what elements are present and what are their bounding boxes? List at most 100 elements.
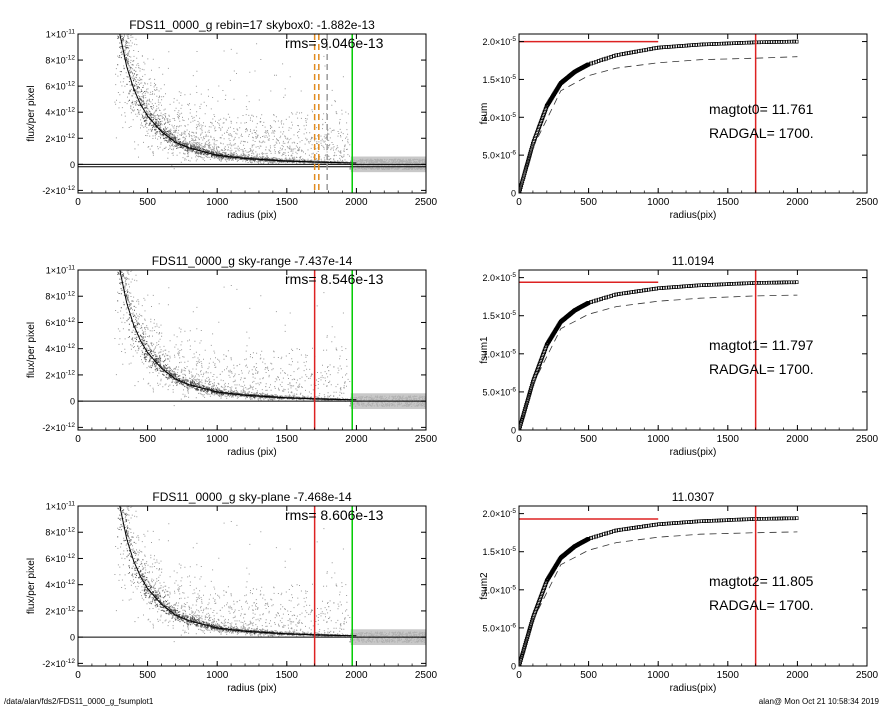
y-axis-label: fsum bbox=[479, 103, 490, 125]
x-tick-label: 2500 bbox=[415, 670, 438, 681]
y-tick-label: 0 bbox=[511, 426, 516, 436]
x-tick-label: 2500 bbox=[856, 434, 879, 445]
chart-title: FDS11_0000_g rebin=17 skybox0: -1.882e-1… bbox=[129, 18, 375, 32]
x-tick-label: 2500 bbox=[856, 670, 879, 681]
radgal-label: RADGAL= 1700. bbox=[709, 597, 814, 613]
x-axis-label: radius(pix) bbox=[670, 683, 717, 694]
chart-title: 11.0307 bbox=[672, 490, 715, 504]
plot-frame bbox=[518, 505, 868, 667]
x-tick-label: 1000 bbox=[206, 434, 229, 445]
y-tick-label: 4×10-12 bbox=[45, 343, 75, 354]
y-tick-label: 2×10-12 bbox=[45, 369, 75, 380]
x-tick-label: 0 bbox=[75, 197, 81, 208]
y-tick-label: 8×10-12 bbox=[45, 527, 75, 538]
scatter-points bbox=[114, 270, 426, 407]
y-axis-label: flux/per pixel bbox=[26, 558, 37, 614]
y-tick-label: -2×10-12 bbox=[42, 422, 75, 433]
plot-area bbox=[78, 506, 426, 666]
y-tick-label: 1×10-11 bbox=[46, 265, 76, 276]
x-axis-label: radius(pix) bbox=[670, 210, 717, 221]
rms-annotation: rms= 8.546e-13 bbox=[285, 271, 384, 287]
x-tick-label: 1500 bbox=[717, 197, 740, 208]
y-tick-label: 5.0×10-6 bbox=[482, 150, 516, 161]
magtot-label: magtot1= 11.797 bbox=[709, 337, 814, 353]
mean-profile-line bbox=[119, 270, 357, 401]
y-tick-label: 0 bbox=[511, 189, 516, 199]
plot-frame bbox=[518, 33, 868, 194]
x-tick-label: 0 bbox=[516, 197, 522, 208]
plot-area bbox=[519, 270, 799, 430]
x-tick-label: 2000 bbox=[786, 670, 809, 681]
chart-panel-5: 0 500 1000 1500 2000 2500-2×10-1202×10-124×10… bbox=[26, 490, 438, 694]
y-tick-label: 2.0×10-5 bbox=[482, 36, 516, 47]
y-tick-label: 2.0×10-5 bbox=[482, 272, 516, 283]
plot-area bbox=[78, 270, 426, 430]
chart-panel-1: 0 500 1000 1500 2000 2500-2×10-1202×10-124×10… bbox=[26, 18, 438, 221]
magtot-label: magtot2= 11.805 bbox=[709, 573, 814, 589]
chart-title: 11.0194 bbox=[672, 254, 715, 268]
x-tick-label: 1500 bbox=[276, 434, 299, 445]
plot-frame bbox=[77, 505, 427, 667]
fsum-dashed-curve bbox=[532, 531, 798, 621]
scatter-points-dense bbox=[117, 270, 341, 401]
fsum-dashed-curve bbox=[532, 294, 798, 385]
x-tick-label: 0 bbox=[516, 434, 522, 445]
plot-area bbox=[519, 34, 799, 193]
magtot-label: magtot0= 11.761 bbox=[709, 101, 814, 117]
mean-profile-line bbox=[119, 34, 357, 164]
x-tick-label: 1000 bbox=[647, 434, 670, 445]
y-tick-label: 0 bbox=[70, 633, 75, 643]
chart-title: FDS11_0000_g sky-range -7.437e-14 bbox=[152, 254, 353, 268]
x-tick-label: 1000 bbox=[206, 670, 229, 681]
x-tick-label: 0 bbox=[75, 434, 81, 445]
plot-frame bbox=[518, 269, 868, 431]
y-axis-label: flux/per pixel bbox=[26, 322, 37, 378]
plot-frame bbox=[77, 269, 427, 431]
y-tick-label: 1.5×10-5 bbox=[482, 310, 516, 321]
y-tick-label: -2×10-12 bbox=[42, 185, 75, 196]
y-tick-label: 1.5×10-5 bbox=[482, 546, 516, 557]
y-tick-label: 1.5×10-5 bbox=[482, 74, 516, 85]
rms-annotation: rms= 8.606e-13 bbox=[285, 507, 384, 523]
chart-panel-6: magtot2= 11.805 RADGAL= 1700. 0 500 1000 1500… bbox=[479, 490, 879, 694]
fsum-dashed-curve bbox=[532, 56, 798, 148]
y-tick-label: 1.0×10-5 bbox=[482, 112, 516, 123]
chart-title: FDS11_0000_g sky-plane -7.468e-14 bbox=[152, 490, 352, 504]
plot-frame bbox=[77, 33, 427, 194]
x-tick-label: 2000 bbox=[345, 197, 368, 208]
chart-panel-4: magtot1= 11.797 RADGAL= 1700. 0 500 1000 1500… bbox=[479, 254, 879, 458]
y-tick-label: 2×10-12 bbox=[45, 605, 75, 616]
x-tick-label: 2000 bbox=[345, 434, 368, 445]
x-tick-label: 500 bbox=[580, 670, 597, 681]
x-tick-label: 1000 bbox=[647, 670, 670, 681]
x-tick-label: 0 bbox=[516, 670, 522, 681]
x-tick-label: 500 bbox=[139, 670, 156, 681]
x-tick-label: 2000 bbox=[786, 434, 809, 445]
y-tick-label: 0 bbox=[70, 397, 75, 407]
x-tick-label: 2500 bbox=[856, 197, 879, 208]
radgal-label: RADGAL= 1700. bbox=[709, 125, 814, 141]
x-tick-label: 2500 bbox=[415, 197, 438, 208]
plot-area bbox=[78, 34, 426, 193]
rms-annotation: rms= 9.046e-13 bbox=[285, 35, 384, 51]
mean-profile-line bbox=[119, 506, 357, 637]
x-tick-label: 0 bbox=[75, 670, 81, 681]
scatter-points-dense bbox=[117, 34, 341, 164]
x-tick-label: 500 bbox=[139, 434, 156, 445]
x-tick-label: 1500 bbox=[717, 670, 740, 681]
x-tick-label: 2500 bbox=[415, 434, 438, 445]
fsum-curve-markers bbox=[519, 39, 799, 193]
y-tick-label: 6×10-12 bbox=[45, 81, 75, 92]
fsum-curve-markers bbox=[519, 280, 799, 430]
x-axis-label: radius (pix) bbox=[227, 210, 276, 221]
y-tick-label: 5.0×10-6 bbox=[482, 386, 516, 397]
y-tick-label: 4×10-12 bbox=[45, 579, 75, 590]
y-tick-label: 2×10-12 bbox=[45, 133, 75, 144]
y-tick-label: 1.0×10-5 bbox=[482, 584, 516, 595]
radgal-label: RADGAL= 1700. bbox=[709, 361, 814, 377]
scatter-points bbox=[114, 506, 426, 643]
y-tick-label: 2.0×10-5 bbox=[482, 508, 516, 519]
y-axis-label: flux/per pixel bbox=[26, 85, 37, 141]
y-tick-label: 4×10-12 bbox=[45, 107, 75, 118]
y-tick-label: 1×10-11 bbox=[46, 501, 76, 512]
